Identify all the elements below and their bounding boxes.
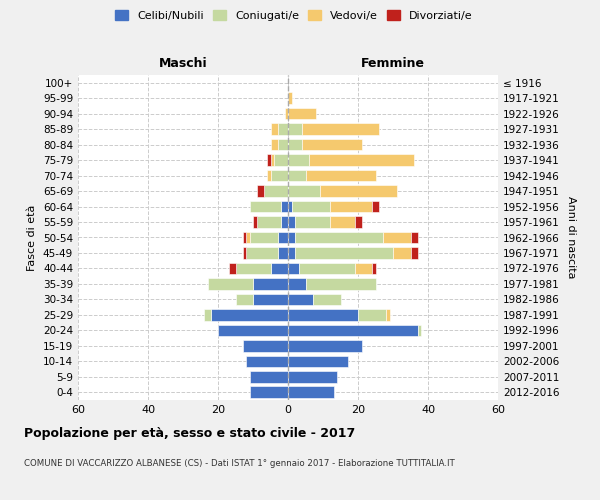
Bar: [288, 92, 292, 104]
Bar: [281, 216, 288, 228]
Bar: [271, 139, 277, 150]
Bar: [204, 309, 211, 320]
Legend: Celibi/Nubili, Coniugati/e, Vedovi/e, Divorziati/e: Celibi/Nubili, Coniugati/e, Vedovi/e, Di…: [111, 6, 477, 25]
Bar: [257, 186, 263, 197]
Bar: [288, 170, 305, 181]
Bar: [288, 340, 361, 351]
Bar: [330, 200, 372, 212]
Bar: [372, 262, 376, 274]
Bar: [288, 200, 292, 212]
Bar: [288, 262, 299, 274]
Bar: [410, 247, 418, 259]
Bar: [288, 356, 347, 367]
Bar: [250, 386, 288, 398]
Bar: [383, 232, 410, 243]
Bar: [281, 200, 288, 212]
Bar: [288, 278, 305, 289]
Bar: [218, 324, 288, 336]
Bar: [393, 247, 410, 259]
Bar: [229, 262, 235, 274]
Bar: [305, 170, 376, 181]
Bar: [284, 108, 288, 120]
Bar: [288, 386, 334, 398]
Bar: [288, 309, 358, 320]
Bar: [372, 200, 379, 212]
Bar: [288, 108, 316, 120]
Y-axis label: Fasce di età: Fasce di età: [28, 204, 37, 270]
Bar: [246, 356, 288, 367]
Bar: [313, 294, 341, 305]
Bar: [410, 232, 418, 243]
Bar: [277, 124, 288, 135]
Bar: [242, 340, 288, 351]
Bar: [288, 324, 418, 336]
Bar: [292, 200, 330, 212]
Bar: [386, 309, 389, 320]
Bar: [253, 278, 288, 289]
Bar: [235, 294, 253, 305]
Bar: [242, 247, 246, 259]
Bar: [208, 278, 253, 289]
Bar: [295, 216, 330, 228]
Bar: [250, 232, 277, 243]
Bar: [271, 170, 288, 181]
Bar: [288, 371, 337, 382]
Text: Maschi: Maschi: [158, 58, 208, 70]
Bar: [267, 154, 271, 166]
Bar: [288, 294, 313, 305]
Bar: [271, 124, 277, 135]
Bar: [257, 216, 281, 228]
Bar: [288, 139, 302, 150]
Bar: [295, 247, 393, 259]
Bar: [267, 170, 271, 181]
Bar: [211, 309, 288, 320]
Bar: [288, 124, 302, 135]
Bar: [288, 154, 309, 166]
Text: Popolazione per età, sesso e stato civile - 2017: Popolazione per età, sesso e stato civil…: [24, 428, 355, 440]
Bar: [274, 154, 288, 166]
Bar: [277, 232, 288, 243]
Bar: [330, 216, 355, 228]
Bar: [288, 216, 295, 228]
Bar: [295, 232, 383, 243]
Bar: [271, 262, 288, 274]
Bar: [299, 262, 355, 274]
Bar: [250, 200, 281, 212]
Bar: [320, 186, 397, 197]
Bar: [253, 294, 288, 305]
Bar: [309, 154, 414, 166]
Bar: [277, 247, 288, 259]
Bar: [305, 278, 376, 289]
Bar: [355, 262, 372, 274]
Text: Femmine: Femmine: [361, 58, 425, 70]
Bar: [246, 232, 250, 243]
Bar: [277, 139, 288, 150]
Bar: [253, 216, 257, 228]
Bar: [355, 216, 361, 228]
Bar: [288, 247, 295, 259]
Bar: [263, 186, 288, 197]
Bar: [418, 324, 421, 336]
Bar: [246, 247, 277, 259]
Bar: [271, 154, 274, 166]
Bar: [302, 124, 379, 135]
Y-axis label: Anni di nascita: Anni di nascita: [566, 196, 576, 279]
Text: COMUNE DI VACCARIZZO ALBANESE (CS) - Dati ISTAT 1° gennaio 2017 - Elaborazione T: COMUNE DI VACCARIZZO ALBANESE (CS) - Dat…: [24, 459, 455, 468]
Bar: [242, 232, 246, 243]
Bar: [288, 232, 295, 243]
Bar: [302, 139, 361, 150]
Bar: [288, 186, 320, 197]
Bar: [358, 309, 386, 320]
Bar: [250, 371, 288, 382]
Bar: [235, 262, 271, 274]
